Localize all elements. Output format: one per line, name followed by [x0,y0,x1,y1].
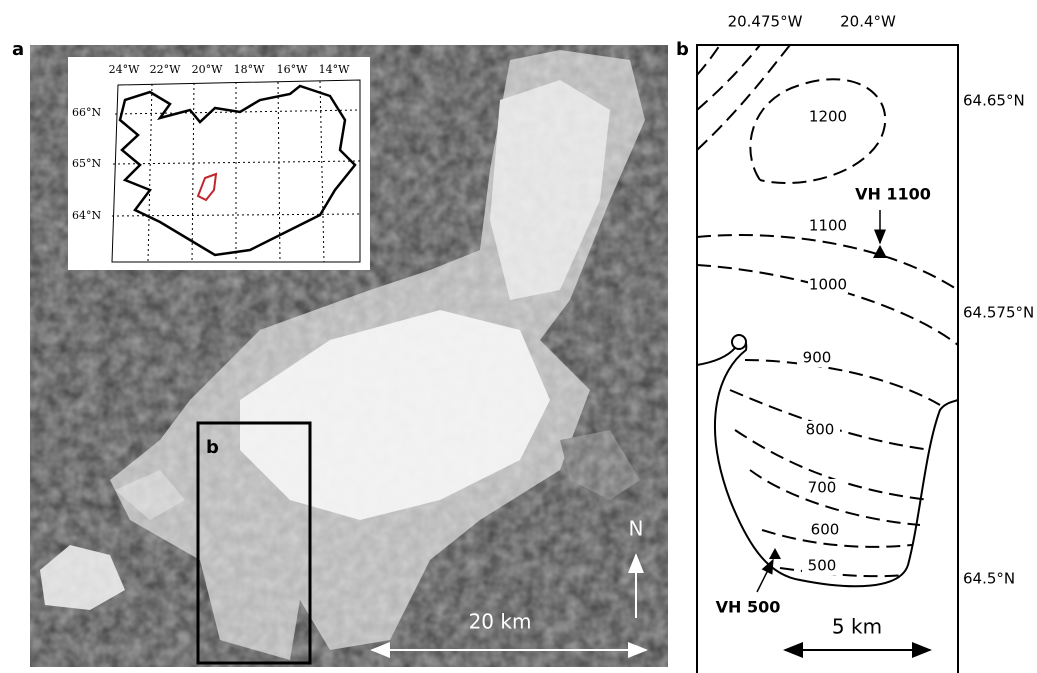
panel-label: b [676,39,689,60]
lon-label: 20.475°W [728,13,803,31]
scale-label: 5 km [832,615,882,639]
contour-label: 1000 [809,276,847,294]
north-label: N [629,517,644,541]
station-marker [769,548,781,559]
inset-lon-label: 16°W [277,63,308,76]
lat-label: 64.575°N [963,304,1034,322]
box-label: b [206,437,219,458]
contour-label: 600 [811,521,840,539]
contour-label-bg [802,479,842,497]
contour-label: 1200 [809,108,847,126]
lon-label: 20.4°W [840,13,896,31]
contour-label-bg [802,557,842,575]
contour-label: 800 [806,421,835,439]
contour-label: 900 [803,349,832,367]
station-label: VH 1100 [855,185,931,204]
inset-lat-label: 65°N [72,157,101,170]
contour-label-bg [808,276,848,294]
station-label: VH 500 [716,598,781,617]
inset-lon-label: 20°W [192,63,223,76]
contour-label-bg [808,217,848,235]
inset-lat-label: 66°N [72,106,101,119]
contour-label: 500 [808,557,837,575]
panel-label: a [12,39,24,60]
contour-label-bg [808,108,848,126]
lake [731,334,747,350]
inset-box [196,421,312,665]
scale-label: 20 km [469,610,532,634]
inset-lon-label: 24°W [109,63,140,76]
inset-map [68,57,370,270]
inset-lon-label: 18°W [234,63,265,76]
lat-label: 64.65°N [963,92,1025,110]
contours [696,44,959,578]
contour-label-bg [797,349,837,367]
inset-lon-label: 14°W [319,63,350,76]
contour-label-bg [805,521,845,539]
inset-lon-label: 22°W [150,63,181,76]
contour-label: 1100 [809,217,847,235]
station-marker [873,245,887,258]
lat-label: 64.5°N [963,570,1015,588]
inset-lat-label: 64°N [72,209,101,222]
contour-label: 700 [808,479,837,497]
station-pointer [756,558,774,593]
contour-label-bg [800,421,840,439]
